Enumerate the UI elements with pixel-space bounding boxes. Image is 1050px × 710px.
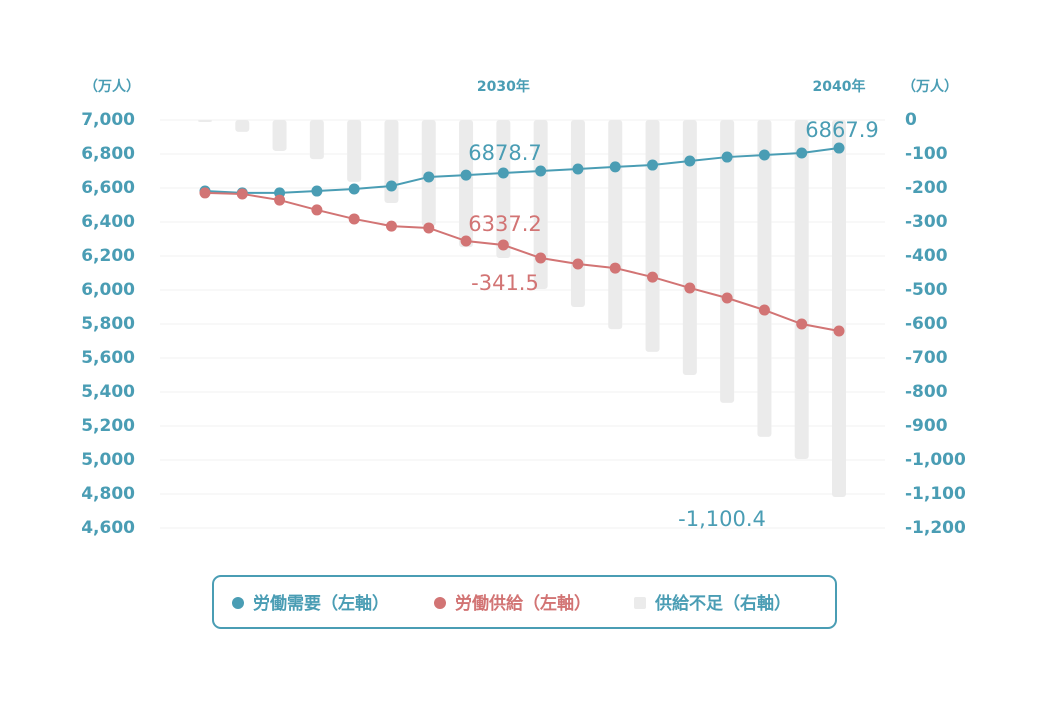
annotation: 6878.7 xyxy=(468,141,541,165)
y2-tick-label: -400 xyxy=(905,246,948,266)
y2-tick-label: -300 xyxy=(905,212,948,232)
y2-tick-label: 0 xyxy=(905,110,917,130)
point xyxy=(385,220,397,232)
bar xyxy=(533,120,548,289)
y-tick-label: 4,600 xyxy=(81,518,135,538)
line xyxy=(204,191,840,332)
y-tick-label: 6,600 xyxy=(81,178,135,198)
point xyxy=(535,165,547,177)
point xyxy=(684,155,696,167)
bar xyxy=(347,120,362,182)
bar xyxy=(235,120,250,132)
annotation: 6337.2 xyxy=(468,212,541,236)
y-tick-label: 6,200 xyxy=(81,246,135,266)
point xyxy=(460,235,472,247)
point xyxy=(236,188,248,200)
y2-tick-label: -700 xyxy=(905,348,948,368)
y2-tick-label: -800 xyxy=(905,382,948,402)
point xyxy=(796,147,808,159)
point xyxy=(385,180,397,192)
point xyxy=(684,282,696,294)
bar xyxy=(459,120,474,248)
bar xyxy=(608,120,623,330)
y2-tick-label: -200 xyxy=(905,178,948,198)
point xyxy=(572,163,584,175)
point xyxy=(497,167,509,179)
annotation: -1,100.4 xyxy=(678,507,766,531)
x-tick-label: 2030年 xyxy=(477,78,530,95)
point xyxy=(572,258,584,270)
line xyxy=(204,147,840,194)
point xyxy=(423,222,435,234)
y-tick-label: 6,000 xyxy=(81,280,135,300)
point xyxy=(758,304,770,316)
point xyxy=(721,292,733,304)
point xyxy=(497,239,509,251)
point xyxy=(311,185,323,197)
point xyxy=(609,161,621,173)
bar xyxy=(272,120,287,151)
point xyxy=(833,142,845,154)
point xyxy=(796,318,808,330)
point xyxy=(647,159,659,171)
point xyxy=(311,204,323,216)
y-tick-label: 6,400 xyxy=(81,212,135,232)
y-tick-label: 5,400 xyxy=(81,382,135,402)
bar xyxy=(309,120,324,160)
annotation: 6867.9 xyxy=(805,118,878,142)
y2-tick-label: -100 xyxy=(905,144,948,164)
y-tick-label: 5,000 xyxy=(81,450,135,470)
bar xyxy=(645,120,660,352)
legend-label: 労働需要（左軸） xyxy=(253,593,389,614)
y-tick-label: 5,200 xyxy=(81,416,135,436)
legend-swatch xyxy=(232,597,244,609)
y-tick-label: 5,600 xyxy=(81,348,135,368)
y2-tick-label: -500 xyxy=(905,280,948,300)
point xyxy=(535,252,547,264)
y-tick-label: 7,000 xyxy=(81,110,135,130)
bar xyxy=(198,120,212,123)
annotation: -341.5 xyxy=(471,271,539,295)
bar xyxy=(794,120,809,459)
point xyxy=(348,213,360,225)
y2-tick-label: -600 xyxy=(905,314,948,334)
legend-label: 労働供給（左軸） xyxy=(455,593,591,614)
legend-swatch xyxy=(434,597,446,609)
legend-label: 供給不足（右軸） xyxy=(654,593,791,614)
point xyxy=(348,183,360,195)
bar xyxy=(682,120,697,375)
point xyxy=(609,262,621,274)
x-tick-label: 2040年 xyxy=(813,78,866,95)
y-tick-label: 5,800 xyxy=(81,314,135,334)
bar xyxy=(570,120,585,307)
y2-tick-label: -900 xyxy=(905,416,948,436)
y-unit-label: （万人） xyxy=(84,78,140,95)
point xyxy=(758,149,770,161)
point xyxy=(647,271,659,283)
point xyxy=(721,151,733,163)
bar xyxy=(720,120,735,403)
y2-tick-label: -1,000 xyxy=(905,450,966,470)
legend-swatch xyxy=(634,597,646,609)
y2-tick-label: -1,200 xyxy=(905,518,966,538)
y2-unit-label: （万人） xyxy=(902,78,958,95)
y-tick-label: 6,800 xyxy=(81,144,135,164)
point xyxy=(460,169,472,181)
point xyxy=(423,171,435,183)
point xyxy=(274,194,286,206)
legend-box xyxy=(212,575,837,629)
point xyxy=(833,325,845,337)
point xyxy=(199,187,211,199)
bar xyxy=(496,120,511,259)
bar xyxy=(757,120,772,437)
y-tick-label: 4,800 xyxy=(81,484,135,504)
y2-tick-label: -1,100 xyxy=(905,484,966,504)
bar xyxy=(832,120,846,498)
